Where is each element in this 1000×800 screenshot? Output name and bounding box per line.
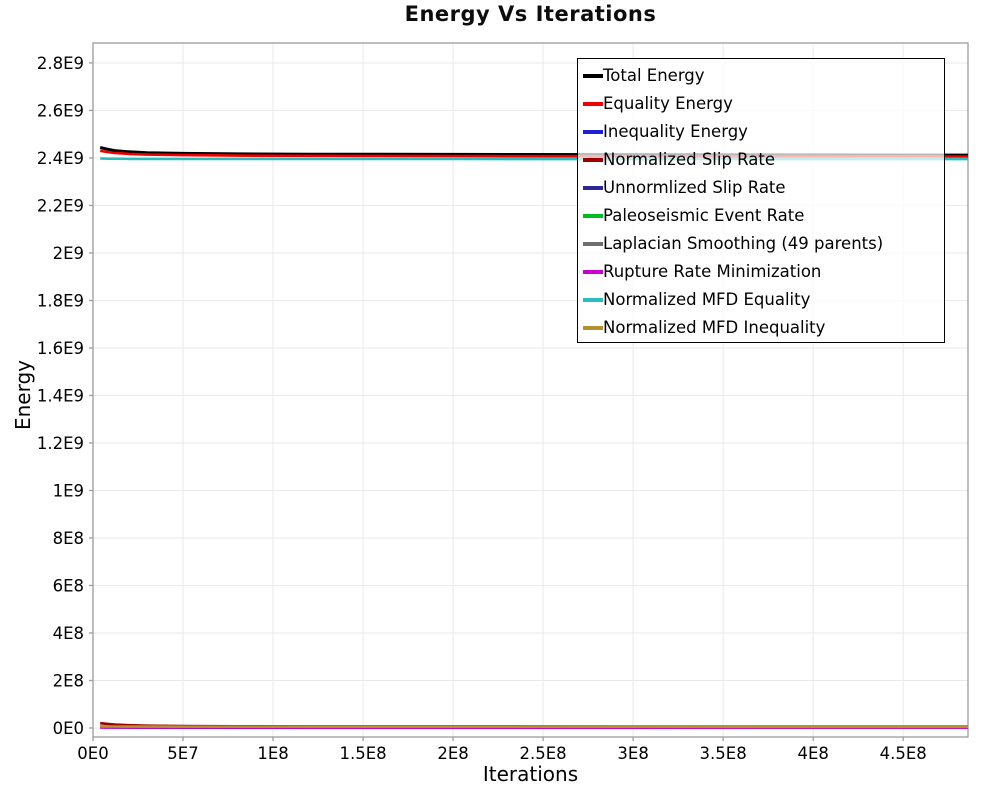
x-tick-label: 4.5E8 (880, 744, 927, 763)
x-tick-label: 5E7 (167, 744, 198, 763)
legend-swatch-paleoseismic-event-rate (583, 214, 603, 218)
y-tick-label: 2.8E9 (37, 54, 84, 73)
legend-swatch-normalized-slip-rate (583, 158, 603, 162)
legend-label: Inequality Energy (603, 121, 748, 141)
y-tick-label: 2E8 (53, 671, 84, 690)
legend-swatch-total-energy (583, 74, 603, 78)
legend-item-equality-energy: Equality Energy (583, 90, 939, 118)
legend-swatch-unnormlized-slip-rate (583, 186, 603, 190)
y-axis-label: Energy (11, 359, 35, 431)
legend-item-normalized-mfd-equality: Normalized MFD Equality (583, 286, 939, 314)
y-tick-label: 2.6E9 (37, 101, 84, 120)
legend-item-normalized-mfd-inequality: Normalized MFD Inequality (583, 314, 939, 342)
y-tick-label: 4E8 (53, 624, 84, 643)
legend-swatch-normalized-mfd-equality (583, 298, 603, 302)
legend-label: Normalized MFD Equality (603, 289, 811, 309)
y-tick-label: 1.8E9 (37, 291, 84, 310)
legend-item-unnormlized-slip-rate: Unnormlized Slip Rate (583, 174, 939, 202)
x-tick-label: 3E8 (617, 744, 648, 763)
legend-item-laplacian-smoothing-49-parents: Laplacian Smoothing (49 parents) (583, 230, 939, 258)
x-tick-label: 2.5E8 (520, 744, 567, 763)
legend-label: Normalized MFD Inequality (603, 317, 826, 337)
legend-item-total-energy: Total Energy (583, 62, 939, 90)
x-tick-label: 2E8 (437, 744, 468, 763)
y-tick-label: 2.4E9 (37, 149, 84, 168)
legend-swatch-normalized-mfd-inequality (583, 326, 603, 330)
legend-item-normalized-slip-rate: Normalized Slip Rate (583, 146, 939, 174)
legend-swatch-rupture-rate-minimization (583, 270, 603, 274)
legend-label: Rupture Rate Minimization (603, 261, 822, 281)
legend-label: Unnormlized Slip Rate (603, 177, 786, 197)
x-tick-label: 0E0 (77, 744, 108, 763)
y-tick-label: 1.4E9 (37, 386, 84, 405)
y-tick-label: 2E9 (53, 244, 84, 263)
y-tick-label: 6E8 (53, 576, 84, 595)
y-tick-label: 1E9 (53, 481, 84, 500)
x-tick-label: 1.5E8 (339, 744, 386, 763)
x-tick-label: 1E8 (257, 744, 288, 763)
legend-label: Normalized Slip Rate (603, 149, 776, 169)
legend-label: Equality Energy (603, 93, 733, 113)
legend-label: Paleoseismic Event Rate (603, 205, 805, 225)
y-tick-label: 0E0 (53, 719, 84, 738)
y-tick-label: 8E8 (53, 529, 84, 548)
legend-label: Laplacian Smoothing (49 parents) (603, 233, 884, 253)
x-axis-label: Iterations (482, 762, 579, 786)
chart-title: Energy Vs Iterations (404, 2, 657, 26)
y-tick-label: 1.6E9 (37, 339, 84, 358)
x-tick-label: 4E8 (797, 744, 828, 763)
legend: Total Energy Equality Energy Inequality En… (577, 58, 945, 343)
y-tick-label: 2.2E9 (37, 196, 84, 215)
legend-label: Total Energy (603, 65, 705, 85)
legend-swatch-inequality-energy (583, 130, 603, 134)
legend-item-rupture-rate-minimization: Rupture Rate Minimization (583, 258, 939, 286)
legend-item-inequality-energy: Inequality Energy (583, 118, 939, 146)
legend-swatch-laplacian-smoothing-49-parents (583, 242, 603, 246)
x-tick-label: 3.5E8 (700, 744, 747, 763)
y-tick-label: 1.2E9 (37, 434, 84, 453)
legend-item-paleoseismic-event-rate: Paleoseismic Event Rate (583, 202, 939, 230)
plot-border (92, 42, 969, 738)
legend-swatch-equality-energy (583, 102, 603, 106)
